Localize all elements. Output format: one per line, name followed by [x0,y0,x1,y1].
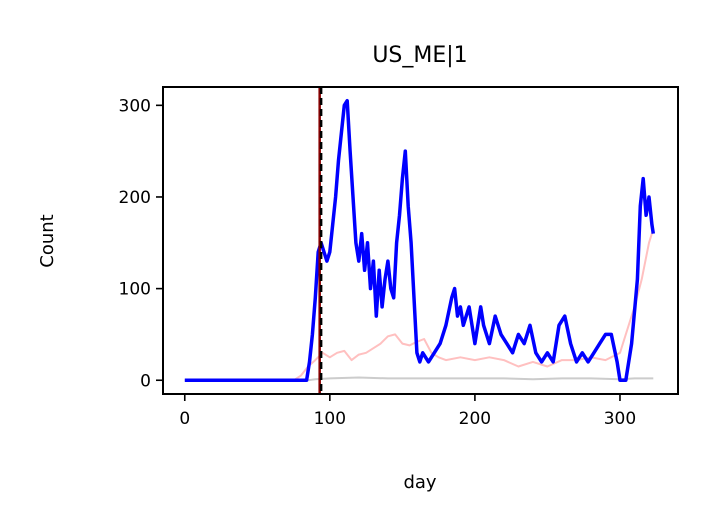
y-axis-label: Count [37,214,58,267]
axes: 0 100 200 300 0 100 200 300 [119,96,637,429]
plot-area [184,87,656,394]
x-tick-label: 300 [604,409,636,429]
plot-frame [162,86,679,395]
series-line-2 [184,98,656,383]
x-tick-label: 0 [179,409,190,429]
y-tick-label: 200 [119,188,151,208]
x-axis-label: day [403,472,436,493]
y-tick-label: 300 [119,96,151,116]
y-tick-label: 0 [140,371,151,391]
y-tick-label: 100 [119,280,151,300]
x-tick-label: 100 [314,409,346,429]
chart-title: US_ME|1 [372,43,467,68]
x-tick-label: 200 [459,409,491,429]
series-line-1 [184,228,655,382]
